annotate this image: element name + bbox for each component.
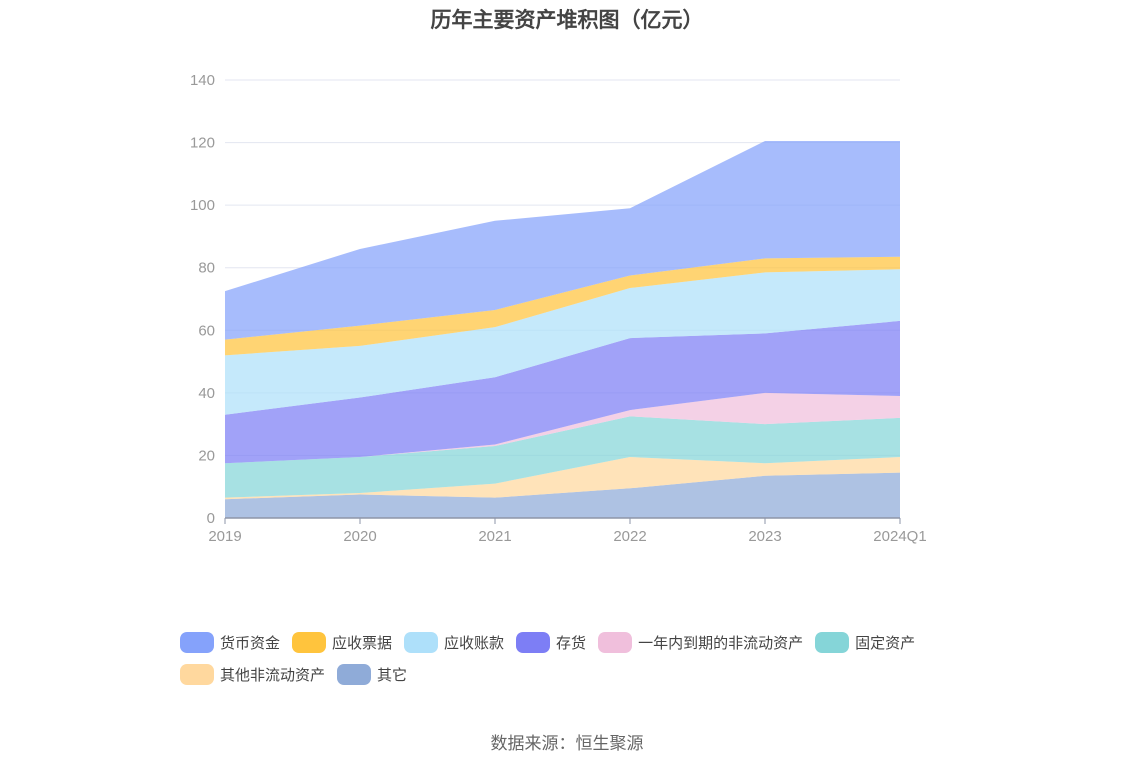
legend-swatch bbox=[337, 663, 372, 685]
legend-item[interactable]: 一年内到期的非流动资产 bbox=[598, 631, 803, 653]
legend-swatch bbox=[516, 631, 551, 653]
legend-item[interactable]: 存货 bbox=[516, 631, 586, 653]
legend-label: 一年内到期的非流动资产 bbox=[638, 634, 804, 652]
x-tick-label: 2020 bbox=[343, 528, 376, 545]
x-tick-label: 2024Q1 bbox=[873, 528, 926, 545]
y-tick-label: 0 bbox=[207, 510, 215, 527]
legend-item[interactable]: 应收账款 bbox=[404, 631, 504, 653]
legend-label: 应收票据 bbox=[332, 634, 393, 652]
legend-swatch bbox=[815, 631, 850, 653]
area-series[interactable]: 应收账款 bbox=[225, 269, 900, 415]
x-tick-label: 2019 bbox=[208, 528, 241, 545]
legend-swatch bbox=[180, 663, 214, 685]
legend-item[interactable]: 其它 bbox=[337, 663, 407, 685]
chart-title: 历年主要资产堆积图（亿元） bbox=[430, 9, 704, 32]
y-tick-label: 20 bbox=[198, 447, 215, 464]
legend-swatch bbox=[598, 631, 633, 653]
y-tick-label: 80 bbox=[198, 260, 215, 277]
axes: 0 20 40 60 80 100 120 140 2019 2020 2021 2022 2023 20… bbox=[190, 72, 927, 545]
legend-label: 其它 bbox=[377, 666, 408, 684]
area-series[interactable]: 货币资金 bbox=[225, 141, 900, 340]
legend-item[interactable]: 其他非流动资产 bbox=[180, 663, 325, 685]
legend-label: 其他非流动资产 bbox=[220, 666, 326, 684]
source-note: 数据来源：恒生聚源 bbox=[490, 734, 644, 753]
y-tick-label: 40 bbox=[198, 385, 215, 402]
area-series[interactable]: 固定资产 bbox=[225, 416, 900, 498]
area-series[interactable]: 其它 bbox=[225, 472, 900, 518]
legend-label: 货币资金 bbox=[220, 634, 281, 652]
y-tick-label: 140 bbox=[190, 72, 215, 89]
x-tick-label: 2022 bbox=[613, 528, 646, 545]
area-series[interactable]: 应收票据 bbox=[225, 256, 900, 356]
legend-label: 固定资产 bbox=[855, 634, 916, 652]
stacked-area-chart: 其它其他非流动资产固定资产一年内到期的非流动资产存货应收账款应收票据货币资金 0… bbox=[190, 72, 927, 545]
area-series[interactable]: 一年内到期的非流动资产 bbox=[225, 392, 900, 464]
legend-label: 存货 bbox=[556, 634, 587, 652]
legend-item[interactable]: 应收票据 bbox=[292, 631, 392, 653]
x-tick-label: 2021 bbox=[478, 528, 511, 545]
legend: 货币资金 应收票据 应收账款 存货 一年内到期的非流动资产 固定资产其他非流动资产 其它 bbox=[180, 631, 980, 695]
legend-item[interactable]: 货币资金 bbox=[180, 631, 280, 653]
legend-swatch bbox=[404, 631, 439, 653]
area-series[interactable]: 存货 bbox=[225, 320, 900, 464]
y-tick-label: 100 bbox=[190, 197, 215, 214]
legend-swatch bbox=[292, 631, 327, 653]
area-series[interactable]: 其他非流动资产 bbox=[225, 456, 900, 500]
y-tick-label: 60 bbox=[198, 322, 215, 339]
legend-swatch bbox=[180, 631, 214, 653]
legend-label: 应收账款 bbox=[444, 634, 505, 652]
area-series-layer: 其它其他非流动资产固定资产一年内到期的非流动资产存货应收账款应收票据货币资金 bbox=[225, 141, 900, 518]
legend-item[interactable]: 固定资产 bbox=[815, 631, 915, 653]
x-tick-label: 2023 bbox=[748, 528, 781, 545]
y-tick-label: 120 bbox=[190, 135, 215, 152]
